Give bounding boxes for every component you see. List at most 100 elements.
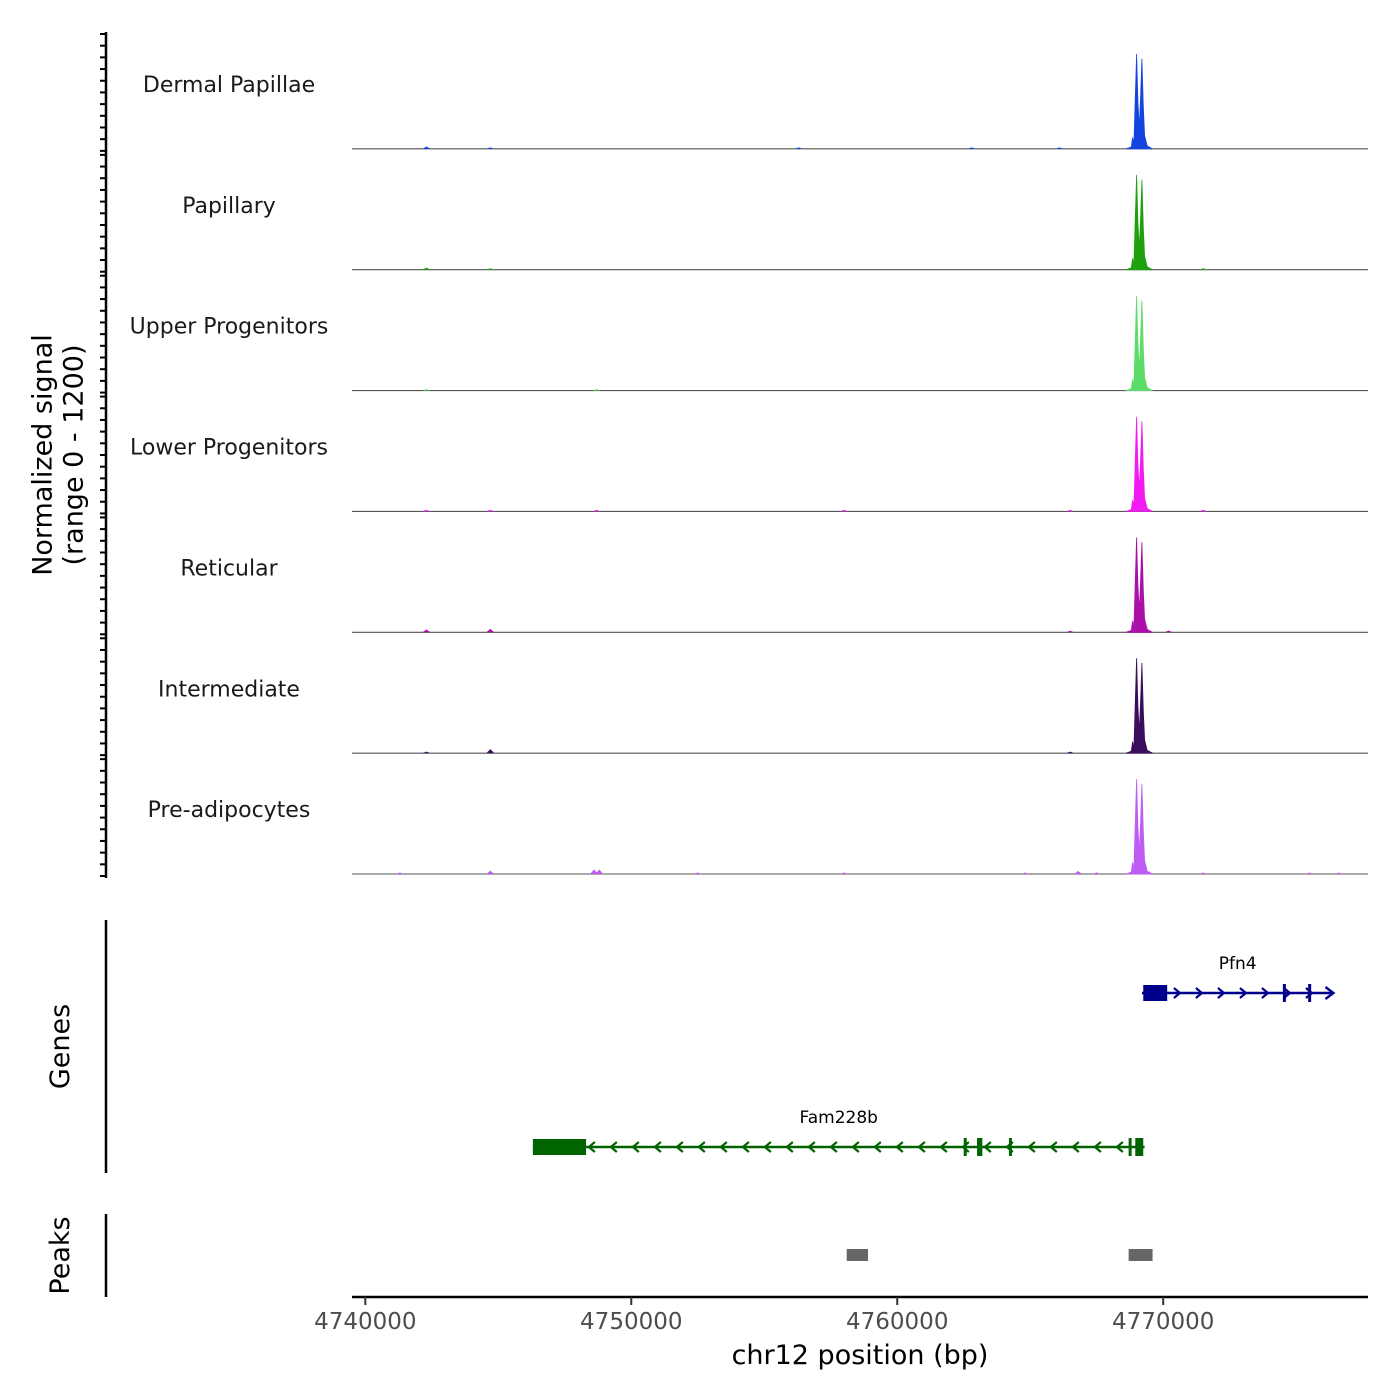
coverage-bump (1092, 872, 1101, 874)
peak-region (1128, 1249, 1153, 1261)
gene-strand-chevron (1093, 1141, 1102, 1153)
gene-label: Fam228b (800, 1108, 878, 1128)
gene-strand-chevron (939, 1141, 948, 1153)
gene-strand-chevron (609, 1141, 618, 1153)
gene-strand-chevron (1283, 987, 1292, 999)
gene-exon (1282, 984, 1286, 1002)
gene-end-arrow (1324, 986, 1336, 1000)
gene-strand-chevron (1261, 987, 1270, 999)
x-tick-label: 4760000 (846, 1309, 948, 1335)
coverage-peak-area (1125, 53, 1153, 150)
gene-strand-chevron (851, 1141, 860, 1153)
coverage-y-axis-title-line: Normalized signal (27, 334, 58, 576)
coverage-bump (693, 872, 702, 874)
coverage-bump (422, 389, 431, 391)
gene-label: Pfn4 (1219, 954, 1257, 974)
coverage-bump (1066, 509, 1075, 512)
coverage-bump (486, 268, 495, 270)
gene-strand-chevron (961, 1141, 970, 1153)
gene-strand-chevron (1173, 987, 1182, 999)
coverage-bump (422, 267, 431, 270)
gene-exon (532, 1139, 587, 1155)
coverage-bump (1199, 509, 1208, 512)
gene-strand-chevron (719, 1141, 728, 1153)
coverage-panel: Normalized signal(range 0 - 1200) Dermal … (27, 32, 1368, 878)
coverage-bump (422, 509, 431, 512)
coverage-bump (486, 509, 495, 512)
coverage-bump (486, 870, 495, 874)
gene-strand-chevron (983, 1141, 992, 1153)
gene-strand-chevron (653, 1141, 662, 1153)
coverage-peak-area (1125, 537, 1153, 633)
gene-fam228b: Fam228b (532, 1108, 1145, 1156)
coverage-y-axis-title: Normalized signal(range 0 - 1200) (27, 334, 89, 576)
coverage-bump (1066, 630, 1075, 633)
coverage-y-axis-title-line: (range 0 - 1200) (58, 345, 89, 566)
coverage-bump (967, 147, 976, 149)
peaks-panel: Peaks (45, 1214, 1153, 1297)
coverage-bump (1066, 751, 1075, 754)
peaks-y-axis-title: Peaks (45, 1216, 76, 1294)
x-tick-label: 4770000 (1112, 1309, 1214, 1335)
gene-strand-chevron (1049, 1141, 1058, 1153)
gene-exon (1128, 1138, 1132, 1156)
coverage-track-label: Dermal Papillae (143, 73, 315, 98)
coverage-track-lower-progenitors: Lower Progenitors (100, 395, 1368, 515)
genes-y-axis-title: Genes (45, 1004, 76, 1089)
x-axis-title: chr12 position (bp) (732, 1340, 989, 1371)
coverage-bump (1199, 268, 1208, 270)
gene-strand-chevron (917, 1141, 926, 1153)
coverage-track-label: Papillary (182, 194, 276, 219)
gene-exon (1135, 1138, 1144, 1156)
x-tick-label: 4750000 (580, 1309, 682, 1335)
coverage-track-intermediate: Intermediate (100, 637, 1368, 757)
gene-strand-chevron (829, 1141, 838, 1153)
coverage-track-label: Lower Progenitors (130, 436, 328, 461)
coverage-bump (1074, 871, 1083, 874)
coverage-peak-area (1125, 174, 1153, 271)
gene-exon (1143, 985, 1168, 1001)
coverage-bump (592, 389, 601, 391)
coverage-bump (590, 869, 599, 874)
gene-exon (977, 1138, 983, 1156)
gene-strand-chevron (741, 1141, 750, 1153)
coverage-bump (794, 147, 803, 149)
coverage-track-papillary: Papillary (100, 153, 1368, 273)
coverage-bump (1164, 630, 1173, 633)
gene-strand-chevron (1217, 987, 1226, 999)
gene-strand-chevron (631, 1141, 640, 1153)
genes-panel: Genes Pfn4 Fam228b (45, 920, 1336, 1173)
coverage-bump (1055, 147, 1064, 149)
coverage-bump (1305, 872, 1314, 874)
gene-strand-chevron (807, 1141, 816, 1153)
coverage-peak-area (1125, 416, 1153, 512)
gene-exon (963, 1138, 967, 1156)
gene-strand-chevron (785, 1141, 794, 1153)
coverage-bump (422, 629, 431, 633)
gene-strand-chevron (1115, 1141, 1124, 1153)
gene-strand-chevron (697, 1141, 706, 1153)
x-tick-label: 4740000 (314, 1309, 416, 1335)
coverage-bump (595, 869, 604, 874)
coverage-bump (486, 147, 495, 149)
gene-strand-chevron (587, 1141, 596, 1153)
coverage-bump (486, 749, 495, 754)
gene-exon (1308, 984, 1312, 1002)
coverage-peak-area (1125, 779, 1153, 875)
coverage-bump (1020, 872, 1029, 874)
gene-strand-chevron (1071, 1141, 1080, 1153)
gene-pfn4: Pfn4 (1141, 954, 1336, 1002)
coverage-bump (592, 509, 601, 512)
coverage-bump (395, 872, 404, 874)
coverage-bump (840, 509, 849, 512)
coverage-peak-area (1125, 658, 1153, 754)
coverage-track-reticular: Reticular (100, 516, 1368, 636)
gene-strand-chevron (1027, 1141, 1036, 1153)
coverage-track-label: Reticular (180, 556, 278, 581)
peak-region (846, 1249, 868, 1261)
gene-strand-chevron (1305, 987, 1314, 999)
coverage-bump (1334, 872, 1343, 874)
x-axis: chr12 position (bp) 4740000 4750000 476000… (314, 1295, 1368, 1371)
gene-strand-chevron (675, 1141, 684, 1153)
coverage-bump (1199, 872, 1208, 874)
